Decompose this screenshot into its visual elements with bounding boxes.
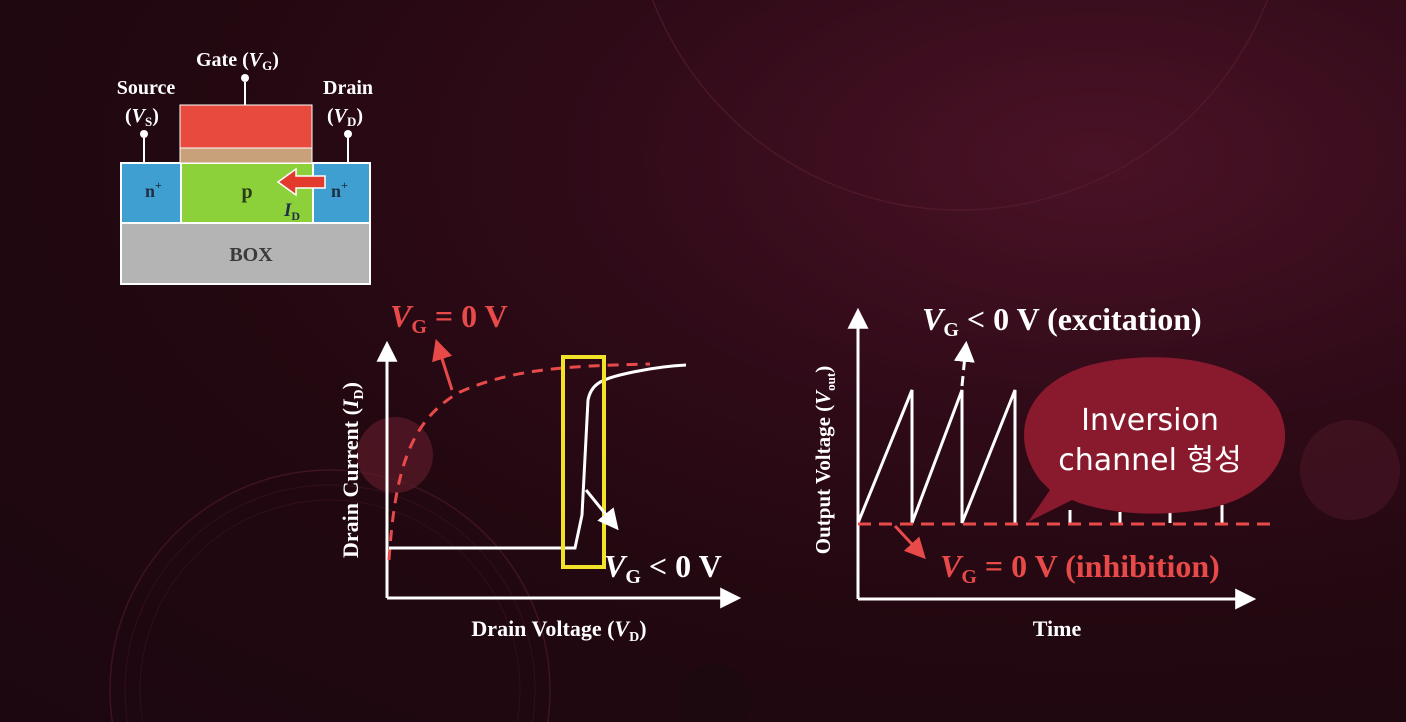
gate-label: Gate (VG) (196, 49, 279, 73)
gate-terminal-icon (241, 74, 249, 82)
drain-n-region (312, 162, 371, 224)
vout-spike-train (856, 389, 1017, 524)
background-decoration (109, 0, 1400, 722)
bubble-line-2: channel 형성 (1058, 443, 1241, 478)
iv-solid-label: VG < 0 V (604, 548, 722, 588)
vout-y-label: Output Voltage (Vout) (811, 366, 838, 554)
vout-x-label: Time (1033, 616, 1082, 641)
vout-excite-label: VG < 0 V (excitation) (922, 301, 1202, 341)
bubble-line-1: Inversion (1081, 403, 1219, 438)
source-voltage-label: (VS) (125, 105, 159, 129)
gate-electrode (179, 104, 313, 149)
n-right-label: n+ (331, 178, 348, 201)
iv-chart: Drain Current (ID) Drain Voltage (VD) VG… (338, 298, 742, 645)
p-region-label: p (241, 181, 252, 203)
iv-solid-curve (389, 363, 687, 550)
vout-chart: Output Voltage (Vout) Time Inversion cha… (811, 301, 1286, 641)
mosfet-diagram: BOX n+ n+ p ID Gate (VG) Source (VS) Dra… (117, 49, 373, 285)
iv-highlight-box (561, 355, 606, 569)
vout-excite-pointer (953, 340, 975, 387)
vout-inhibit-label: VG = 0 V (inhibition) (940, 548, 1220, 588)
speech-bubble (1024, 357, 1286, 522)
vout-inhibit-pointer (893, 524, 926, 560)
n-left-label: n+ (145, 178, 162, 201)
box-label: BOX (229, 244, 273, 266)
current-label: ID (283, 200, 300, 223)
drain-label: Drain (323, 77, 373, 99)
source-n-region (120, 162, 182, 224)
source-terminal-icon (140, 130, 148, 138)
source-label: Source (117, 77, 176, 99)
iv-dashed-curve (387, 362, 651, 561)
drain-voltage-label: (VD) (327, 105, 363, 129)
drain-terminal-icon (344, 130, 352, 138)
current-arrow-icon (276, 167, 326, 197)
vout-tail-spikes (1068, 505, 1224, 523)
box-layer (120, 222, 371, 285)
iv-dashed-pointer (432, 338, 454, 391)
iv-x-label: Drain Voltage (VD) (471, 616, 646, 645)
iv-y-label: Drain Current (ID) (338, 382, 367, 558)
gate-oxide (179, 147, 313, 164)
iv-solid-pointer (584, 489, 619, 531)
iv-dashed-label: VG = 0 V (390, 298, 508, 338)
